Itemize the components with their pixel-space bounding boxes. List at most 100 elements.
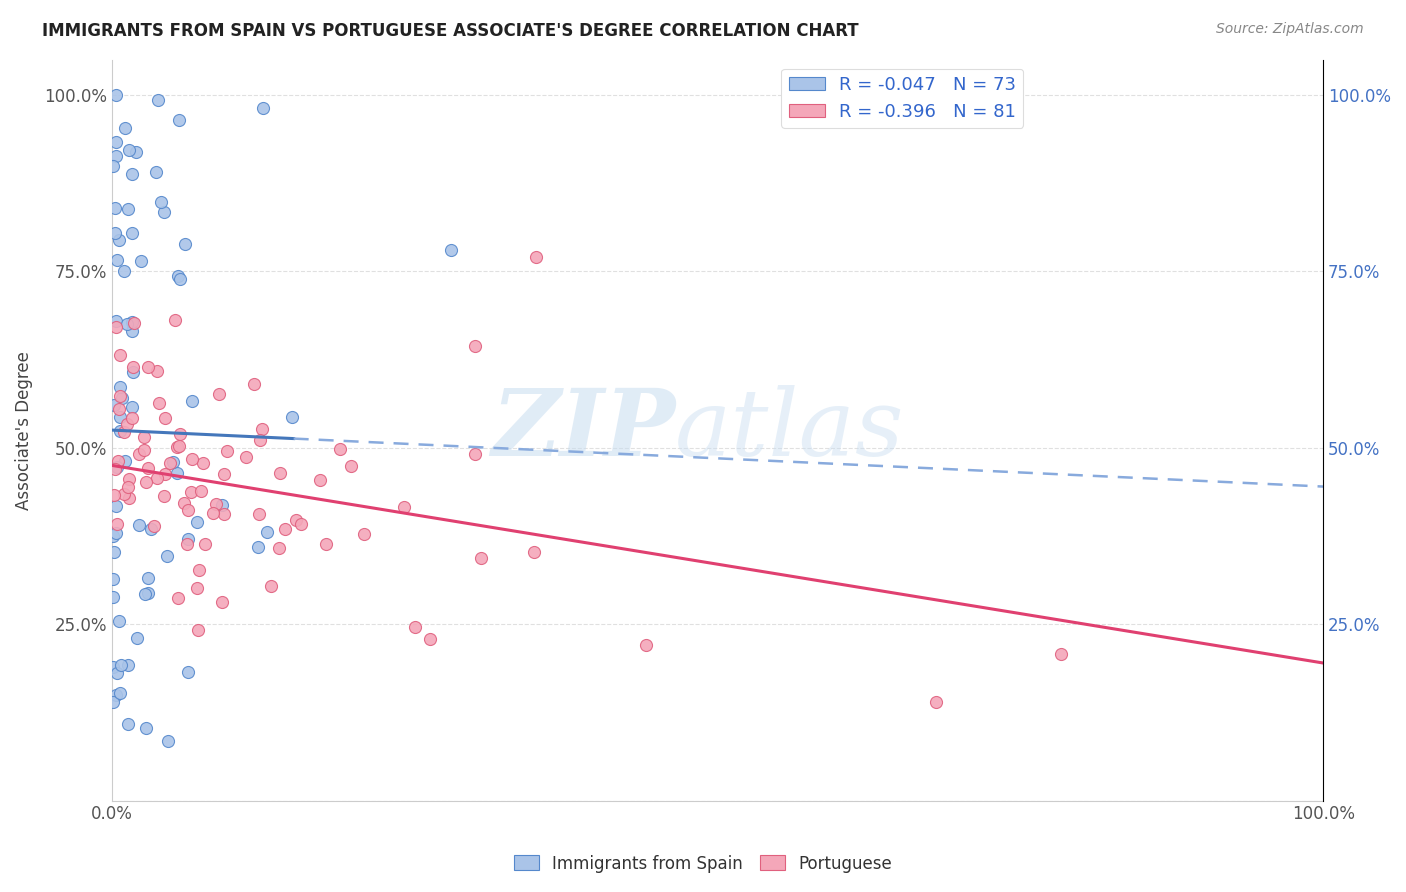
- Point: [103, 545, 125, 559]
- Point: [176, 536, 198, 550]
- Point: [136, 571, 159, 585]
- Point: [129, 254, 152, 268]
- Point: [284, 513, 307, 527]
- Point: [103, 590, 125, 604]
- Point: [150, 195, 173, 210]
- Text: atlas: atlas: [675, 385, 904, 475]
- Point: [353, 527, 375, 541]
- Point: [103, 528, 125, 542]
- Point: [392, 500, 415, 514]
- Point: [188, 563, 211, 577]
- Point: [167, 112, 190, 127]
- Point: [121, 324, 143, 338]
- Point: [260, 579, 283, 593]
- Point: [115, 317, 138, 331]
- Point: [153, 467, 176, 482]
- Point: [308, 473, 330, 487]
- Point: [136, 360, 159, 375]
- Point: [108, 424, 131, 438]
- Point: [329, 442, 352, 456]
- Point: [212, 508, 235, 522]
- Point: [153, 410, 176, 425]
- Point: [464, 339, 486, 353]
- Point: [114, 454, 136, 468]
- Point: [117, 716, 139, 731]
- Point: [108, 401, 131, 416]
- Point: [217, 443, 239, 458]
- Point: [117, 202, 139, 216]
- Point: [139, 522, 162, 536]
- Point: [924, 695, 946, 709]
- Point: [118, 472, 141, 486]
- Point: [115, 417, 138, 432]
- Point: [180, 485, 202, 500]
- Point: [162, 455, 184, 469]
- Point: [128, 518, 150, 533]
- Point: [634, 638, 657, 652]
- Point: [256, 525, 278, 540]
- Point: [112, 487, 135, 501]
- Point: [118, 491, 141, 506]
- Point: [166, 591, 188, 606]
- Point: [440, 243, 463, 257]
- Point: [136, 461, 159, 475]
- Point: [103, 488, 125, 502]
- Point: [204, 497, 226, 511]
- Point: [132, 430, 155, 444]
- Point: [214, 467, 236, 481]
- Point: [105, 149, 128, 163]
- Text: IMMIGRANTS FROM SPAIN VS PORTUGUESE ASSOCIATE'S DEGREE CORRELATION CHART: IMMIGRANTS FROM SPAIN VS PORTUGUESE ASSO…: [42, 22, 859, 40]
- Point: [166, 466, 188, 480]
- Point: [105, 665, 128, 680]
- Point: [187, 624, 209, 638]
- Point: [211, 595, 233, 609]
- Point: [105, 517, 128, 532]
- Point: [121, 365, 143, 379]
- Point: [136, 586, 159, 600]
- Point: [105, 526, 128, 541]
- Point: [201, 506, 224, 520]
- Point: [470, 551, 492, 566]
- Point: [148, 93, 170, 107]
- Point: [177, 503, 200, 517]
- Point: [246, 540, 269, 554]
- Point: [103, 695, 125, 709]
- Point: [110, 657, 132, 672]
- Point: [191, 456, 214, 470]
- Point: [181, 452, 204, 467]
- Point: [127, 631, 149, 645]
- Point: [108, 409, 131, 424]
- Point: [117, 658, 139, 673]
- Point: [104, 87, 127, 102]
- Point: [108, 379, 131, 393]
- Point: [104, 461, 127, 475]
- Y-axis label: Associate's Degree: Associate's Degree: [15, 351, 32, 509]
- Point: [108, 686, 131, 700]
- Point: [524, 250, 547, 264]
- Point: [340, 458, 363, 473]
- Point: [108, 233, 131, 247]
- Point: [145, 165, 167, 179]
- Point: [111, 391, 134, 405]
- Point: [107, 454, 129, 468]
- Point: [177, 532, 200, 546]
- Point: [208, 387, 231, 401]
- Point: [269, 541, 291, 556]
- Point: [134, 721, 156, 735]
- Point: [122, 316, 145, 330]
- Point: [117, 480, 139, 494]
- Point: [235, 450, 257, 464]
- Point: [112, 425, 135, 439]
- Point: [105, 253, 128, 268]
- Point: [250, 422, 273, 436]
- Point: [174, 237, 197, 252]
- Point: [190, 483, 212, 498]
- Point: [104, 201, 127, 215]
- Point: [118, 143, 141, 157]
- Point: [134, 442, 156, 457]
- Point: [290, 517, 312, 532]
- Point: [145, 470, 167, 484]
- Point: [108, 348, 131, 362]
- Text: Source: ZipAtlas.com: Source: ZipAtlas.com: [1216, 22, 1364, 37]
- Point: [269, 466, 291, 480]
